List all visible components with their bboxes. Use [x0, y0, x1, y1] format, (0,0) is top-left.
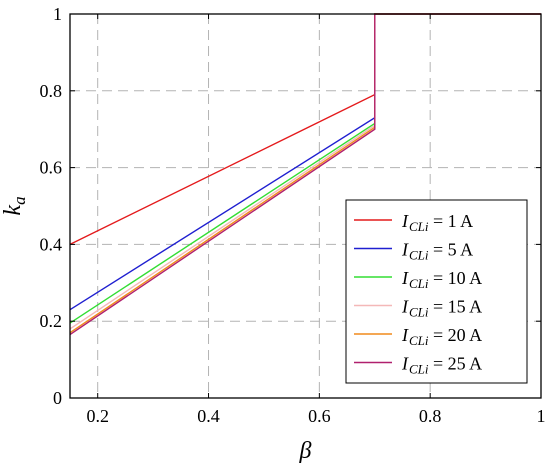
legend-entry-value: = 15 A [429, 297, 483, 317]
y-tick-label: 0.6 [40, 158, 63, 178]
y-tick-label: 0.4 [40, 234, 63, 254]
y-tick-label: 0.8 [40, 81, 63, 101]
legend-entry-symbol: I [401, 240, 409, 260]
legend-entry-symbol: I [401, 297, 409, 317]
legend-entry: ICLi = 1 A [401, 211, 473, 234]
axis-ticks: 0.2 0.4 0.6 0.8 1 0 0.2 0.4 0.6 0.8 1 [40, 4, 546, 426]
x-tick-label: 0.2 [86, 406, 109, 426]
x-tick-label: 0.4 [197, 406, 220, 426]
legend-entry-symbol: I [401, 354, 409, 374]
y-axis-label: ka [0, 196, 29, 215]
legend-entry-value: = 25 A [429, 354, 483, 374]
legend-entry-subscript: CLi [409, 219, 429, 234]
legend-entry: ICLi = 10 A [401, 268, 482, 291]
x-tick-label: 1 [537, 406, 546, 426]
legend-entry-subscript: CLi [409, 362, 429, 377]
y-tick-label: 0 [53, 388, 62, 408]
y-axis-label-main: k [0, 205, 26, 216]
plot-frame [69, 13, 542, 399]
legend-entry-value: = 10 A [429, 268, 483, 288]
x-tick-label: 0.6 [308, 406, 331, 426]
legend-entry: ICLi = 20 A [401, 325, 482, 348]
legend-entry-subscript: CLi [409, 248, 429, 263]
x-tick-label: 0.8 [419, 406, 442, 426]
y-tick-label: 0.2 [40, 311, 63, 331]
legend-entry-subscript: CLi [409, 276, 429, 291]
legend-entry-value: = 1 A [429, 211, 474, 231]
y-axis-label-subscript: a [10, 196, 29, 205]
legend-entry: ICLi = 15 A [401, 297, 482, 320]
legend-entry-subscript: CLi [409, 333, 429, 348]
legend-entry-symbol: I [401, 325, 409, 345]
legend-entry: ICLi = 5 A [401, 240, 473, 263]
legend-box [345, 199, 528, 384]
legend-entry-value: = 20 A [429, 325, 483, 345]
legend-entry-subscript: CLi [409, 305, 429, 320]
y-tick-label: 1 [53, 4, 62, 24]
legend-entry: ICLi = 25 A [401, 354, 482, 377]
x-axis-label: β [299, 438, 312, 464]
legend-entry-symbol: I [401, 211, 409, 231]
legend-entry-symbol: I [401, 268, 409, 288]
legend-entry-value: = 5 A [429, 240, 474, 260]
